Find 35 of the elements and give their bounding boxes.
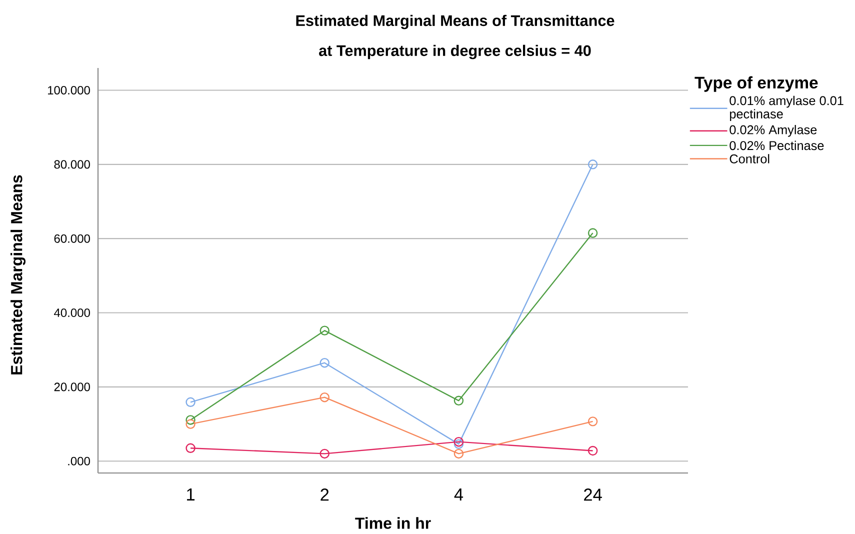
point [588,446,598,456]
point [186,397,196,408]
legend-title: Type of enzyme [694,76,818,92]
point [588,160,598,170]
x-tick-label: 1 [187,488,195,500]
text: Estimated Marginal Means of Transmittance [296,14,614,30]
x-axis-title: Time in hr [355,517,431,529]
y-tick-label: .000 [68,456,90,466]
point [588,228,598,238]
point [186,415,196,425]
point [320,448,330,459]
point [454,436,464,447]
y-tick-label: 60.000 [54,234,90,243]
point [320,392,330,402]
point [454,448,464,459]
y-tick-label: 100.000 [48,86,90,94]
point [186,443,196,453]
x-tick-label: 2 [320,488,329,501]
legend-label: 0.02% Pectinase [730,140,824,150]
legend-label: Control [730,154,770,164]
point [320,326,330,336]
y-tick-label: 40.000 [54,308,90,318]
y-tick-label: 80.000 [54,160,90,169]
legend-label: 0.02% Amylase [730,124,817,137]
point [454,439,464,449]
point [454,396,464,406]
x-tick-label: 4 [454,488,464,500]
point [588,416,598,426]
point [186,419,196,429]
y-axis-title: Estimated Marginal Means [10,175,26,374]
legend-label: 0.01% amylase 0.01 pectinase [730,96,844,121]
y-tick-label: 20.000 [54,382,90,392]
point [320,358,330,368]
text: at Temperature in degree celsius = 40 [319,44,591,60]
x-tick-label: 24 [584,488,602,501]
